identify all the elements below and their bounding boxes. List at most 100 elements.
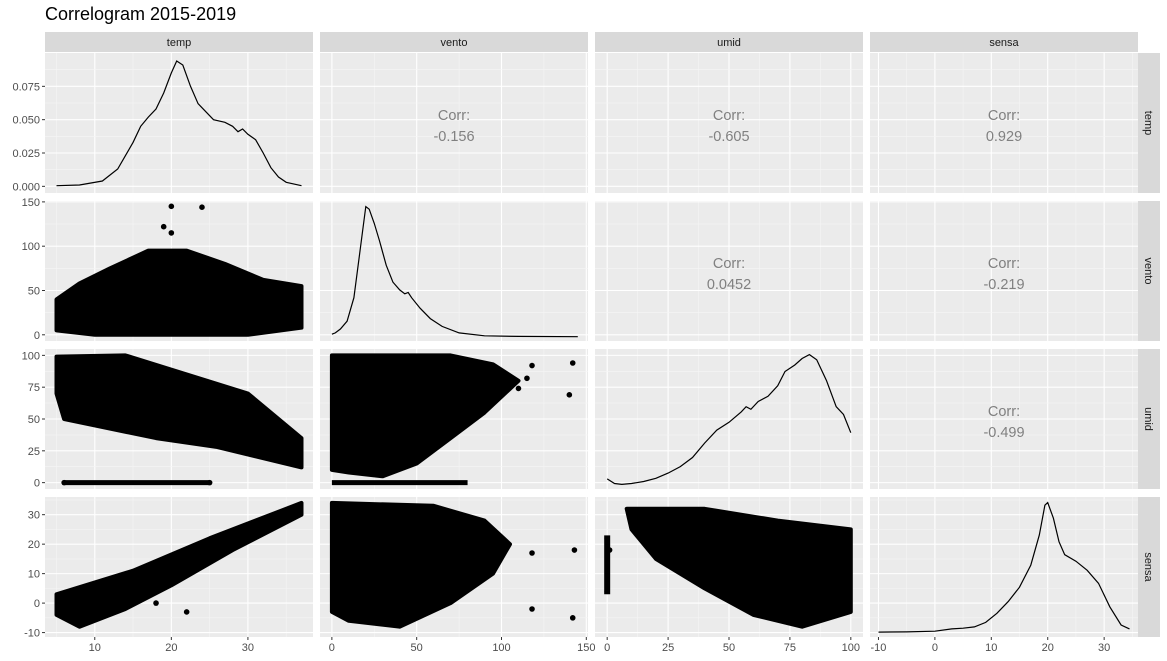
y-tick-label-vento: 150 — [22, 197, 40, 209]
corr-value: -0.499 — [983, 425, 1024, 441]
scatter-point — [566, 392, 573, 398]
scatter-point — [529, 606, 535, 612]
scatter-cloud-vento-umid — [329, 353, 521, 479]
strip-right-label-temp: temp — [1142, 111, 1154, 135]
x-tick-label-umid: 50 — [723, 642, 735, 654]
scatter-point — [569, 360, 576, 366]
x-tick-label-vento: 50 — [411, 642, 423, 654]
corr-label: Corr: — [988, 256, 1020, 272]
y-tick-label-vento: 50 — [28, 285, 40, 297]
y-tick-label-vento: 100 — [22, 241, 40, 253]
scatter-point — [206, 479, 213, 486]
scatter-point — [515, 385, 522, 392]
x-tick-label-vento: 150 — [577, 642, 595, 654]
panel-temp-umid — [595, 53, 863, 193]
y-tick-label-sensa: 30 — [28, 510, 40, 522]
strip-top-vento — [320, 32, 588, 52]
x-tick-label-vento: 100 — [492, 642, 510, 654]
scatter-cloud-vento-sensa — [329, 500, 512, 629]
strip-right-label-umid: umid — [1142, 407, 1154, 431]
corr-value: -0.605 — [708, 129, 749, 145]
scatter-point — [604, 535, 610, 542]
scatter-point — [604, 588, 610, 595]
panel-umid-sensa — [870, 349, 1138, 489]
scatter-point — [571, 547, 578, 553]
y-tick-label-umid: 100 — [22, 350, 40, 362]
scatter-point — [61, 479, 67, 486]
strip-top-label-sensa: sensa — [989, 37, 1019, 49]
strip-top-sensa — [870, 32, 1138, 52]
panel-umid-umid — [595, 349, 863, 489]
density-curve-temp — [56, 60, 302, 187]
x-tick-label-temp: 30 — [242, 642, 254, 654]
panel-vento-sensa — [870, 201, 1138, 341]
y-tick-label-umid: 0 — [34, 478, 40, 490]
panel-background — [320, 201, 588, 341]
density-curve-umid — [606, 353, 852, 486]
strip-right-label-vento: vento — [1142, 258, 1154, 285]
strip-right-temp — [1138, 53, 1160, 193]
scatter-point — [168, 203, 175, 210]
strip-right-umid — [1138, 349, 1160, 489]
x-tick-label-sensa: 10 — [985, 642, 997, 654]
y-tick-label-vento: 0 — [34, 330, 40, 342]
x-tick-label-sensa: 0 — [932, 642, 938, 654]
scatter-point — [569, 615, 576, 621]
scatter-cloud-temp-vento — [54, 248, 304, 337]
x-tick-label-umid: 100 — [842, 642, 860, 654]
corr-label: Corr: — [988, 108, 1020, 124]
panel-temp-vento — [320, 53, 588, 193]
x-tick-label-sensa: 20 — [1042, 642, 1054, 654]
scatter-point — [168, 230, 175, 236]
panel-temp-sensa — [870, 53, 1138, 193]
scatter-point — [160, 223, 167, 230]
x-tick-label-umid: 75 — [784, 642, 796, 654]
corr-value: 0.0452 — [707, 277, 751, 293]
panel-layer: temp vento umid sensa temp vento umid sensa 10 20… — [12, 32, 1160, 654]
y-tick-label-umid: 75 — [28, 382, 40, 394]
panel-vento-umid — [595, 201, 863, 341]
scatter-point — [76, 403, 83, 410]
strip-top-umid — [595, 32, 863, 52]
y-tick-label-umid: 25 — [28, 446, 40, 458]
y-tick-label-umid: 50 — [28, 414, 40, 426]
panel-background — [45, 53, 313, 193]
corr-value: -0.156 — [433, 129, 474, 145]
panel-background — [870, 497, 1138, 637]
strip-right-sensa — [1138, 497, 1160, 637]
x-tick-label-vento: 0 — [329, 642, 335, 654]
scatter-point — [529, 550, 535, 556]
y-tick-label-sensa: 10 — [28, 569, 40, 581]
y-tick-label-sensa: 0 — [34, 598, 40, 610]
strip-top-label-vento: vento — [441, 37, 468, 49]
scatter-point — [153, 600, 159, 606]
y-tick-label-sensa: -10 — [24, 628, 40, 640]
scatter-point — [606, 547, 613, 553]
corr-label: Corr: — [438, 108, 470, 124]
panel-temp-temp — [45, 53, 313, 193]
x-tick-label-temp: 20 — [165, 642, 177, 654]
x-tick-label-sensa: 30 — [1098, 642, 1110, 654]
scatter-point — [84, 409, 90, 416]
scatter-point — [199, 204, 205, 211]
scatter-cloud-temp-sensa — [54, 500, 304, 629]
corr-value: -0.219 — [983, 277, 1024, 293]
x-tick-label-umid: 25 — [662, 642, 674, 654]
density-curve-vento — [331, 205, 578, 338]
strip-top-label-umid: umid — [717, 37, 741, 49]
strip-top-label-temp: temp — [167, 37, 191, 49]
y-tick-label-density: 0.025 — [12, 148, 40, 160]
corr-label: Corr: — [713, 108, 745, 124]
scatter-point — [183, 609, 190, 615]
corr-value: 0.929 — [986, 129, 1022, 145]
strip-right-label-sensa: sensa — [1142, 552, 1154, 582]
strip-top-temp — [45, 32, 313, 52]
density-curve-sensa — [878, 501, 1130, 633]
scatter-point — [524, 375, 530, 382]
x-tick-label-umid: 0 — [604, 642, 610, 654]
scatter-point — [529, 362, 535, 369]
strip-right-vento — [1138, 201, 1160, 341]
x-tick-label-temp: 10 — [89, 642, 101, 654]
y-tick-label-sensa: 20 — [28, 539, 40, 551]
